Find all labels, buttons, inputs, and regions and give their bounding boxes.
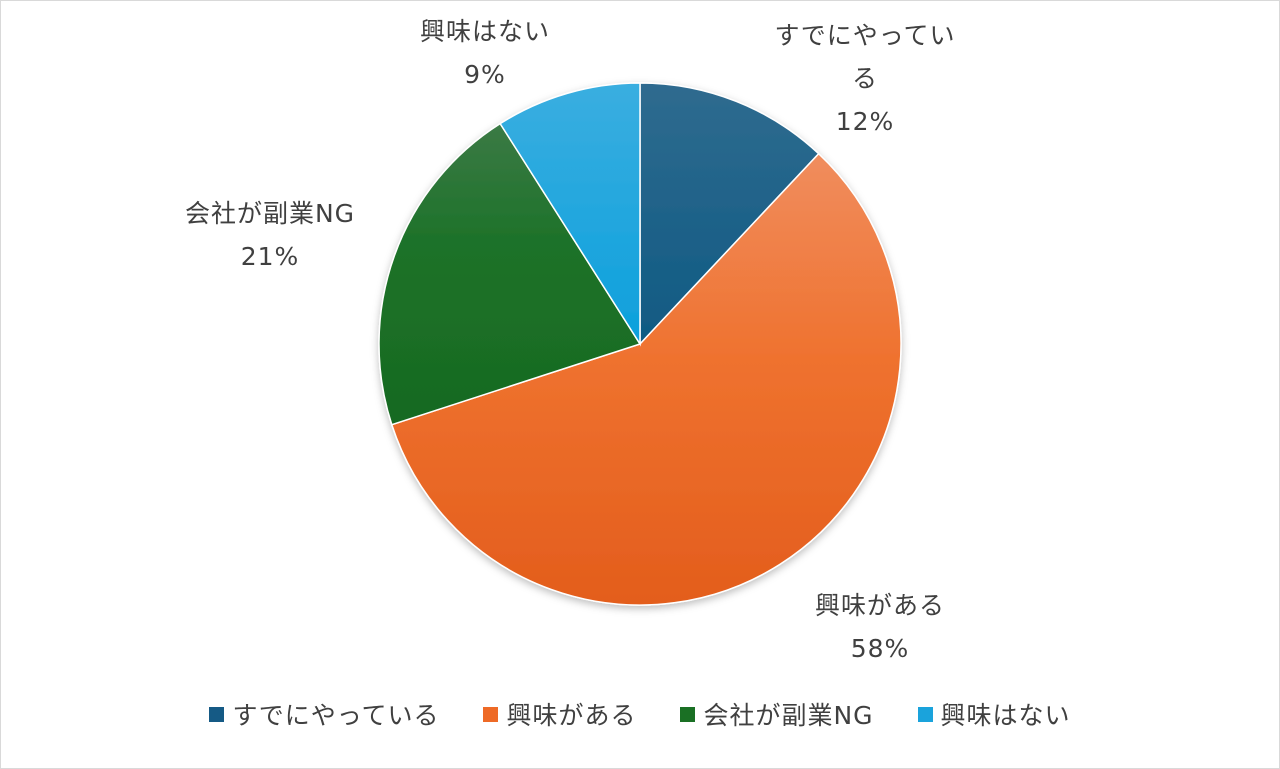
legend: すでにやっている 興味がある 会社が副業NG 興味はない <box>0 692 1280 736</box>
data-label-3: 興味はない 9% <box>390 10 580 96</box>
legend-swatch-2 <box>680 706 696 722</box>
data-label-2-percent: 21% <box>240 242 300 271</box>
legend-item-3: 興味はない <box>917 696 1071 732</box>
legend-label-2: 会社が副業NG <box>703 701 874 730</box>
data-label-2: 会社が副業NG 21% <box>155 192 385 278</box>
data-label-0-percent: 12% <box>835 107 895 136</box>
legend-label-1: 興味がある <box>506 701 637 730</box>
data-label-0: すでにやってい る 12% <box>740 14 990 143</box>
legend-item-0: すでにやっている <box>209 696 439 732</box>
pie-slice-0 <box>639 82 820 346</box>
data-label-0-name-line2: る <box>851 64 878 93</box>
data-label-0-name-line1: すでにやってい <box>774 21 956 50</box>
legend-item-1: 興味がある <box>483 696 636 732</box>
data-label-3-percent: 9% <box>464 60 506 89</box>
legend-item-2: 会社が副業NG <box>680 696 873 732</box>
data-label-1-name: 興味がある <box>814 591 945 620</box>
legend-swatch-0 <box>209 706 225 722</box>
legend-label-0: すでにやっている <box>232 701 440 730</box>
data-label-2-name: 会社が副業NG <box>184 199 356 228</box>
pie-slice-3 <box>499 82 641 347</box>
data-label-1-percent: 58% <box>850 634 910 663</box>
pie-slice-1 <box>390 152 902 606</box>
data-label-1: 興味がある 58% <box>775 584 985 670</box>
legend-swatch-3 <box>917 706 933 722</box>
data-label-3-name: 興味はない <box>419 17 550 46</box>
pie-slice-2 <box>378 122 642 426</box>
legend-swatch-1 <box>483 706 499 722</box>
legend-label-3: 興味はない <box>940 701 1071 730</box>
